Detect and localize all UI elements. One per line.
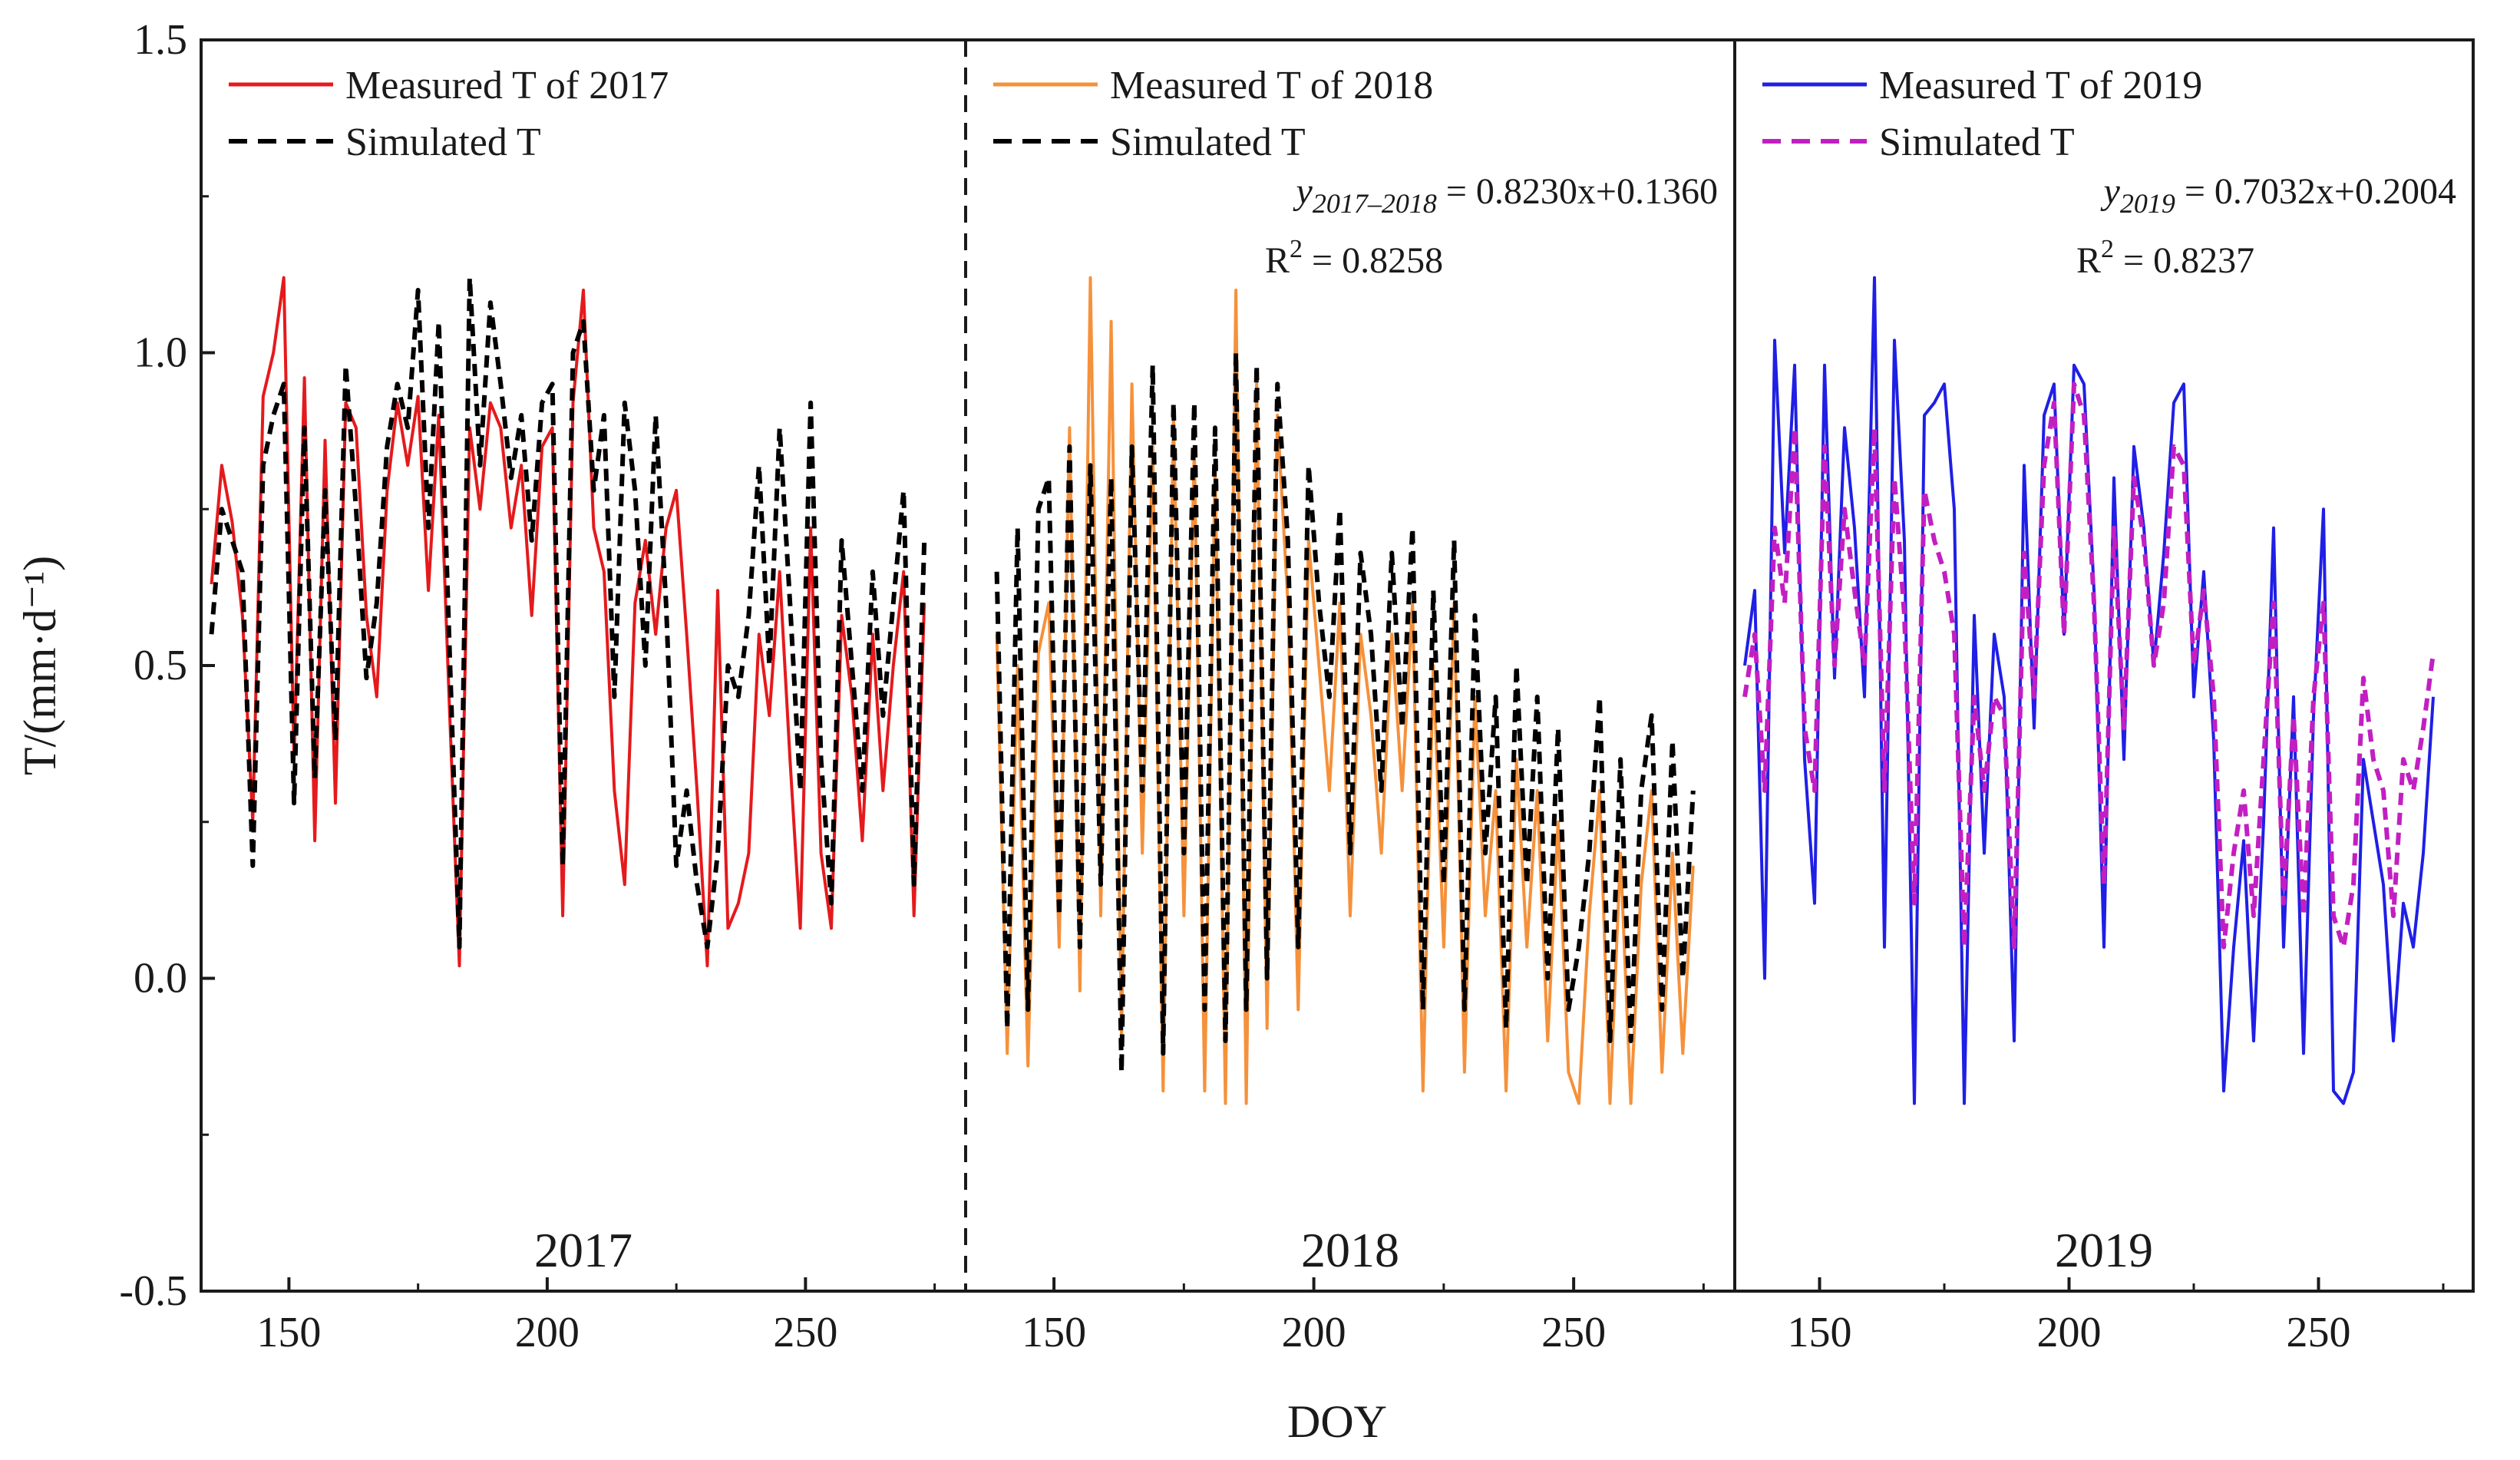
legend-label: Simulated T	[1879, 121, 2075, 164]
r2-exponent: 2	[2101, 235, 2114, 263]
year-label-2018: 2018	[1301, 1223, 1399, 1277]
equation-rhs: = 0.8230x+0.1360	[1437, 171, 1718, 212]
legend-label: Simulated T	[1110, 121, 1306, 164]
x-tick-label: 250	[1541, 1309, 1606, 1356]
legend-label: Measured T of 2019	[1879, 64, 2202, 107]
y-axis-title: T/(mm·d⁻¹)	[15, 556, 65, 775]
legend-label: Measured T of 2017	[345, 64, 669, 107]
equation-subscript: 2017–2018	[1313, 188, 1437, 219]
frame-layer	[200, 38, 2475, 1293]
series-line-2018-simulated	[994, 350, 1696, 1075]
y-tick-label: 0.5	[134, 642, 187, 689]
equation-y: y	[2100, 171, 2121, 212]
r-squared: R2 = 0.8258	[1265, 235, 1443, 281]
x-tick-label: 200	[2037, 1309, 2102, 1356]
series-line-2018-measured	[995, 276, 1695, 1105]
x-axis-title: DOY	[1287, 1396, 1387, 1447]
series-line-2019-measured	[1743, 276, 2435, 1105]
r2-exponent: 2	[1290, 235, 1303, 263]
x-tick-label: 200	[515, 1309, 580, 1356]
year-label-2019: 2019	[2055, 1223, 2153, 1277]
series-layer	[209, 275, 2436, 1105]
y-tick-label: 1.0	[134, 329, 187, 377]
r2-value: = 0.8258	[1303, 240, 1443, 281]
x-tick-label: 150	[1022, 1309, 1086, 1356]
r2-base: R	[1265, 240, 1290, 281]
x-tick-label: 150	[1788, 1309, 1852, 1356]
series-line-2019-simulated	[1742, 382, 2436, 950]
regression-equation: y2017–2018 = 0.8230x+0.1360	[1293, 171, 1718, 219]
year-label-2017: 2017	[534, 1223, 632, 1277]
equation-rhs: = 0.7032x+0.2004	[2175, 171, 2456, 212]
regression-equation: y2019 = 0.7032x+0.2004	[2100, 171, 2456, 219]
x-tick-label: 250	[2287, 1309, 2351, 1356]
text-layer: -0.5 0.0 0.5 1.0 1.5 T/(mm·d⁻¹) DOY 150 200 250 Me…	[15, 16, 2456, 1447]
x-tick-label: 150	[256, 1309, 321, 1356]
series-line-2017-simulated	[209, 275, 927, 950]
x-tick-label: 200	[1282, 1309, 1346, 1356]
y-tick-label: -0.5	[119, 1267, 187, 1315]
r2-value: = 0.8237	[2114, 240, 2254, 281]
y-tick-label: 1.5	[134, 16, 187, 64]
equation-y: y	[1293, 171, 1313, 212]
y-tick-label: 0.0	[134, 955, 187, 1003]
legend-label: Measured T of 2018	[1110, 64, 1433, 107]
x-tick-label: 250	[773, 1309, 837, 1356]
legend-label: Simulated T	[345, 121, 541, 164]
r-squared: R2 = 0.8237	[2076, 235, 2254, 281]
r2-base: R	[2076, 240, 2101, 281]
equation-subscript: 2019	[2120, 188, 2175, 219]
